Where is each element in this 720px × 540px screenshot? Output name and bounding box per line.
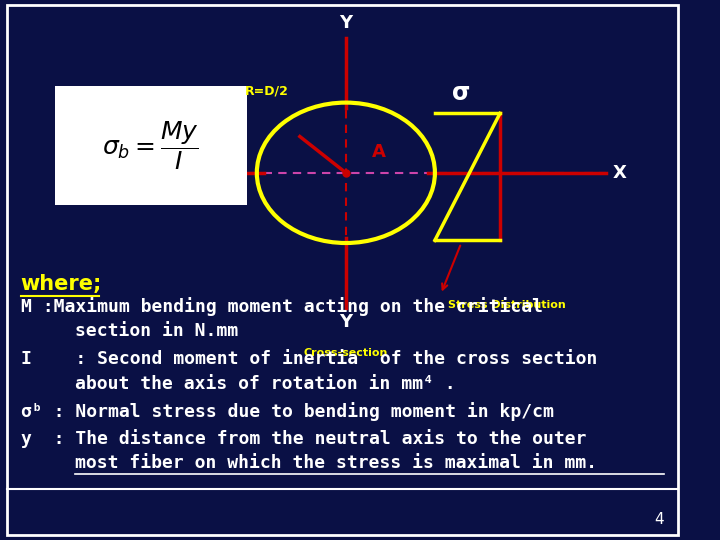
Text: section in N.mm: section in N.mm xyxy=(76,322,238,340)
Text: M :Maximum bending moment acting on the critical: M :Maximum bending moment acting on the … xyxy=(21,297,543,316)
Text: 4: 4 xyxy=(654,511,665,526)
Text: y  : The distance from the neutral axis to the outer: y : The distance from the neutral axis t… xyxy=(21,429,586,448)
Text: Y: Y xyxy=(339,313,352,331)
Text: most fiber on which the stress is maximal in mm.: most fiber on which the stress is maxima… xyxy=(76,455,598,472)
Text: A: A xyxy=(372,143,386,161)
Text: X: X xyxy=(127,164,140,182)
Text: about the axis of rotation in mm⁴ .: about the axis of rotation in mm⁴ . xyxy=(76,375,456,393)
Text: X: X xyxy=(613,164,627,182)
Text: $\sigma_b = \dfrac{My}{I}$: $\sigma_b = \dfrac{My}{I}$ xyxy=(102,119,199,172)
Text: where;: where; xyxy=(21,274,102,294)
Text: I    : Second moment of inertia  of the cross section: I : Second moment of inertia of the cros… xyxy=(21,350,597,368)
Text: Cross-section: Cross-section xyxy=(304,348,388,359)
Text: σᵇ : Normal stress due to bending moment in kp/cm: σᵇ : Normal stress due to bending moment… xyxy=(21,402,554,421)
Text: Stress Distribution: Stress Distribution xyxy=(448,300,565,310)
Text: Y: Y xyxy=(339,15,352,32)
FancyBboxPatch shape xyxy=(55,86,246,205)
Text: σ: σ xyxy=(451,82,470,105)
Text: R=D/2: R=D/2 xyxy=(246,84,289,97)
